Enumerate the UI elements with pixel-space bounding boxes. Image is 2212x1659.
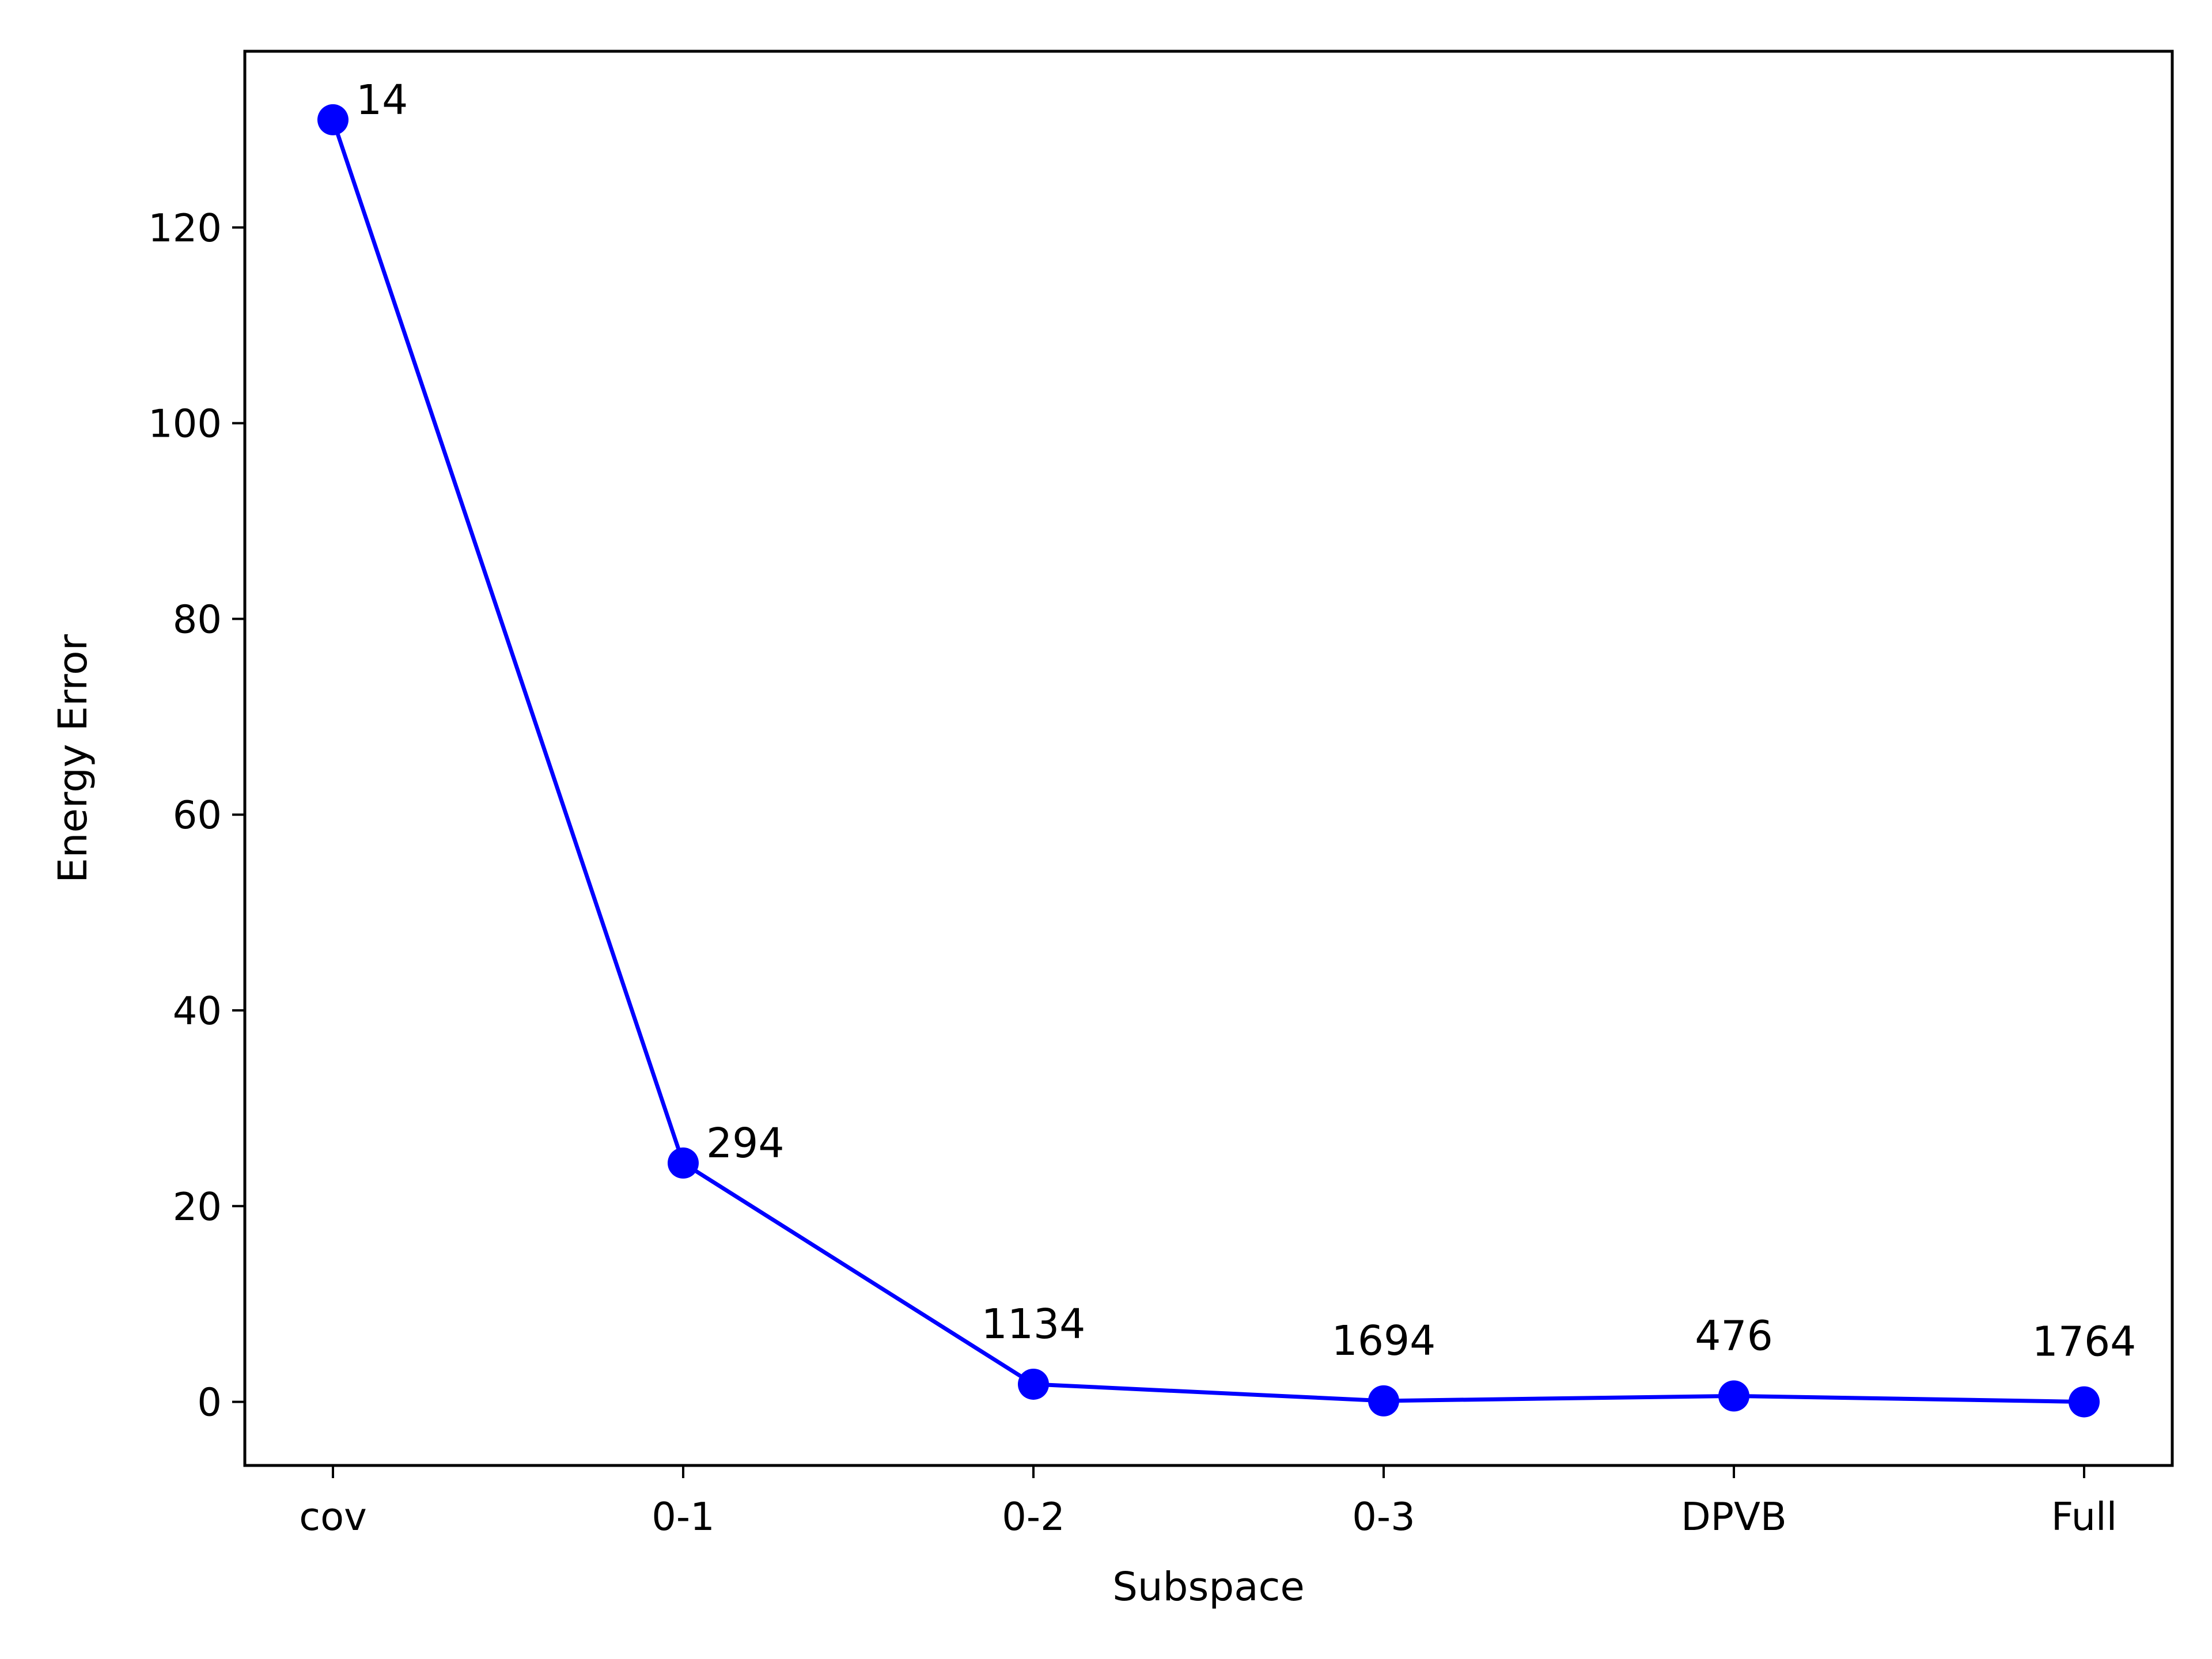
y-tick-label: 80 bbox=[173, 597, 222, 642]
y-tick-label: 40 bbox=[173, 988, 222, 1033]
x-axis-ticks: cov 0-1 0-2 0-3 DPVB Full bbox=[299, 1465, 2117, 1539]
y-tick-label: 0 bbox=[197, 1380, 222, 1425]
data-point bbox=[317, 104, 349, 135]
data-point bbox=[1718, 1380, 1749, 1412]
x-tick-label: DPVB bbox=[1681, 1494, 1787, 1539]
x-tick-label: 0-3 bbox=[1352, 1494, 1415, 1539]
data-label: 476 bbox=[1695, 1312, 1773, 1359]
y-tick-label: 20 bbox=[173, 1184, 222, 1229]
x-tick-label: cov bbox=[299, 1494, 366, 1539]
y-axis-ticks: 0 20 40 60 80 100 120 bbox=[148, 206, 245, 1425]
data-label: 1134 bbox=[982, 1300, 1086, 1348]
y-tick-label: 100 bbox=[148, 402, 222, 446]
data-label: 1764 bbox=[2032, 1318, 2137, 1366]
plot-frame bbox=[243, 50, 2174, 1467]
y-tick-label: 60 bbox=[173, 793, 222, 838]
y-tick-label: 120 bbox=[148, 206, 222, 251]
x-tick-label: Full bbox=[2051, 1494, 2118, 1539]
data-label: 1694 bbox=[1332, 1317, 1436, 1365]
data-point bbox=[668, 1147, 699, 1179]
data-point bbox=[2069, 1386, 2100, 1418]
data-label: 14 bbox=[356, 76, 408, 124]
data-point bbox=[1368, 1385, 1399, 1416]
data-point bbox=[1018, 1368, 1049, 1400]
x-axis-label: Subspace bbox=[1112, 1564, 1305, 1610]
data-label: 294 bbox=[706, 1119, 785, 1167]
series-line-group bbox=[331, 119, 2085, 1404]
data-points-group bbox=[317, 104, 2100, 1418]
x-tick-label: 0-1 bbox=[652, 1494, 714, 1539]
data-labels-group: 14 294 1134 1694 476 1764 bbox=[356, 76, 2136, 1366]
x-tick-label: 0-2 bbox=[1002, 1494, 1065, 1539]
y-axis-label: Energy Error bbox=[50, 634, 96, 883]
series-line bbox=[331, 119, 2085, 1404]
